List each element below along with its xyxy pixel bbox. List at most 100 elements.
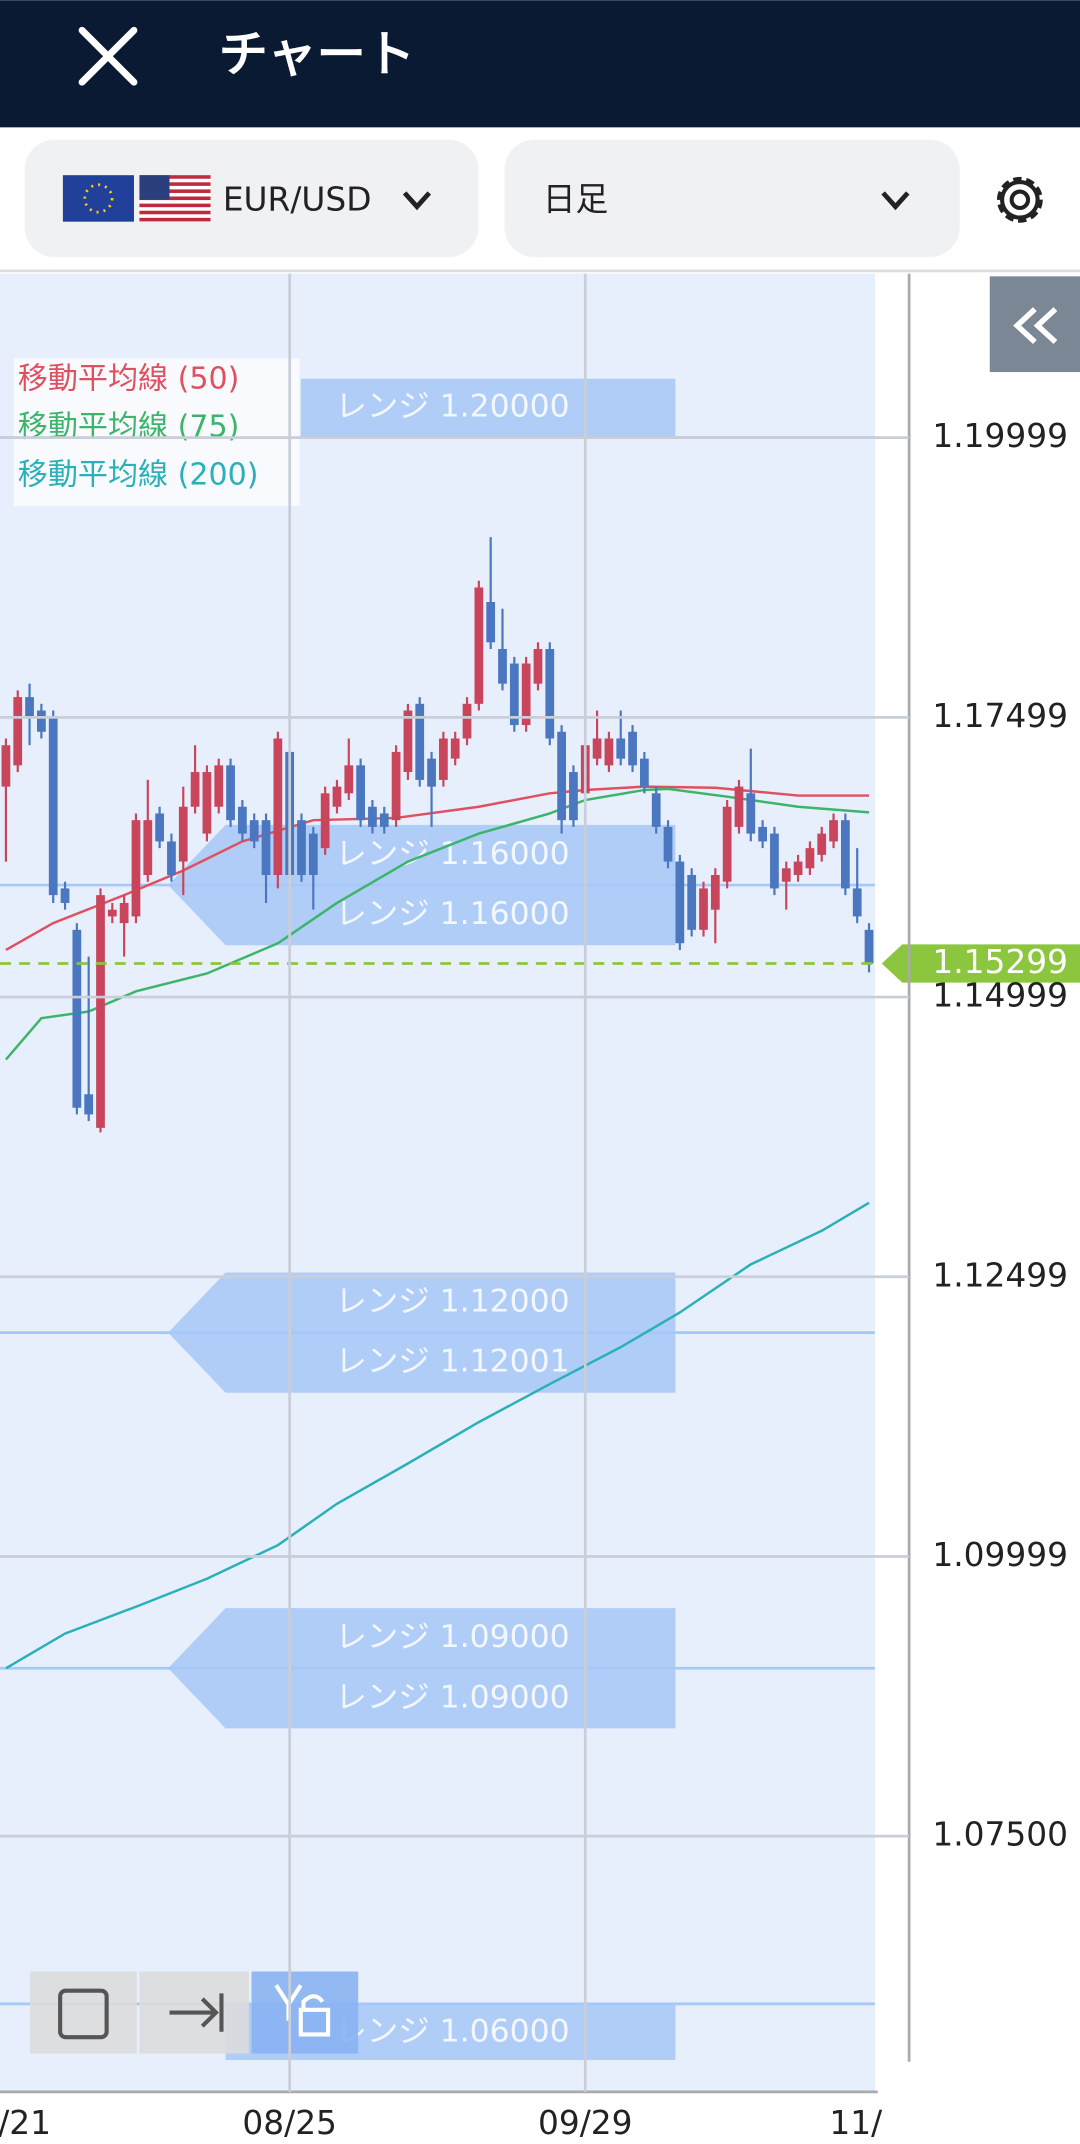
- candle-body: [758, 826, 767, 842]
- candle-body: [214, 765, 224, 807]
- candle-body: [557, 731, 566, 821]
- candle-body: [379, 813, 389, 827]
- close-button[interactable]: [78, 26, 138, 86]
- candle-body: [308, 833, 318, 875]
- y-tick-label: 1.09999: [932, 1536, 1068, 1574]
- range-label: レンジ 1.06000: [335, 2014, 569, 2050]
- y-tick-label: 1.12499: [932, 1256, 1068, 1294]
- x-tick-label: 09/29: [538, 2104, 633, 2142]
- current-price-tag: [881, 944, 1080, 983]
- candle-body: [72, 929, 82, 1108]
- moving-average-line: [5, 1201, 870, 1670]
- legend-entry: 移動平均線 (50): [18, 362, 240, 397]
- candle-body: [356, 765, 365, 821]
- symbol-selector[interactable]: [24, 139, 479, 258]
- candle-body: [533, 648, 543, 684]
- candle-body: [96, 895, 105, 1128]
- candle-body: [628, 731, 637, 766]
- collapse-button[interactable]: [989, 276, 1080, 373]
- y-tick-label: 1.14999: [932, 977, 1068, 1015]
- x-tick-label: /21: [0, 2104, 51, 2142]
- candle-body: [368, 806, 377, 827]
- candle-body: [770, 833, 779, 889]
- y-tick-label: 1.19999: [932, 417, 1068, 455]
- candle-body: [793, 861, 803, 875]
- candle-body: [450, 738, 460, 759]
- latest-icon: [169, 1993, 224, 2032]
- moving-average-line: [4, 787, 870, 1061]
- range-box: [168, 1272, 676, 1393]
- settings-button[interactable]: [996, 176, 1043, 223]
- candle-body: [391, 751, 401, 821]
- candle-body: [474, 587, 484, 704]
- range-label: レンジ 1.12000: [335, 1284, 569, 1320]
- candle-body: [817, 833, 827, 855]
- range-box: [168, 824, 676, 946]
- candle-body: [722, 806, 732, 882]
- range-label: レンジ 1.16000: [335, 896, 569, 932]
- candle-body: [226, 765, 235, 821]
- candle-body: [202, 772, 212, 834]
- eu-flag: [62, 175, 134, 222]
- candle-body: [498, 648, 507, 684]
- candle-body: [403, 710, 413, 773]
- candle-body: [687, 874, 697, 930]
- candle-body: [261, 820, 271, 875]
- candle-body: [238, 806, 247, 834]
- chevron: [881, 191, 910, 211]
- range-box: [168, 1608, 676, 1729]
- range-label: レンジ 1.16000: [335, 836, 569, 872]
- candle-body: [190, 772, 200, 807]
- candle-body: [48, 718, 58, 896]
- candle-body: [616, 738, 626, 759]
- candle-body: [178, 806, 188, 862]
- candle-body: [663, 826, 673, 862]
- candle-body: [155, 813, 164, 842]
- candle-body: [640, 758, 649, 787]
- candle-body: [805, 848, 815, 869]
- range-label: レンジ 1.12001: [335, 1344, 569, 1380]
- candle-body: [84, 1094, 94, 1115]
- candle-body: [119, 902, 129, 924]
- collapse-icon: [1013, 307, 1058, 344]
- range-label: レンジ 1.09000: [335, 1679, 569, 1715]
- candle-body: [545, 648, 555, 739]
- candle-body: [710, 874, 720, 910]
- candle-body: [521, 663, 531, 726]
- candle-body: [13, 697, 23, 766]
- candle-body: [829, 820, 838, 842]
- candle-body: [509, 663, 519, 726]
- range-label: レンジ 1.20000: [335, 388, 569, 424]
- plot: レンジ 1.20000 レンジ 1.16000 レンジ 1.16000 レンジ 1.1…: [0, 378, 875, 2060]
- candle-body: [651, 793, 661, 827]
- candle-body: [297, 820, 306, 875]
- candle-body: [25, 697, 34, 719]
- candle-body: [699, 888, 708, 930]
- candle-body: [592, 738, 602, 759]
- candle-body: [332, 786, 342, 807]
- candle-body: [107, 909, 117, 917]
- y-tick-label: 1.07500: [932, 1816, 1068, 1854]
- candle-body: [486, 601, 496, 643]
- y-lock-button[interactable]: [251, 1971, 359, 2054]
- candle-body: [60, 888, 70, 903]
- us-flag: [139, 175, 211, 222]
- chevron: [402, 191, 432, 211]
- app-title: チャート: [219, 25, 415, 83]
- chart-toolbar: [30, 1971, 359, 2054]
- candle-body: [852, 888, 862, 917]
- app-bar: [0, 0, 1080, 128]
- candle-body: [415, 703, 425, 780]
- candle-body: [841, 820, 850, 889]
- candle-body: [273, 738, 283, 875]
- timeframe-selector[interactable]: [504, 139, 960, 258]
- fit-button[interactable]: [30, 1971, 137, 2054]
- candle-body: [604, 738, 614, 766]
- symbol-label: EUR/USD: [223, 181, 372, 219]
- candle-body: [781, 868, 791, 882]
- candle-body: [143, 820, 153, 875]
- fit-icon: [58, 1988, 109, 2040]
- eu-stars: [83, 183, 114, 214]
- range-label: レンジ 1.09000: [335, 1619, 569, 1655]
